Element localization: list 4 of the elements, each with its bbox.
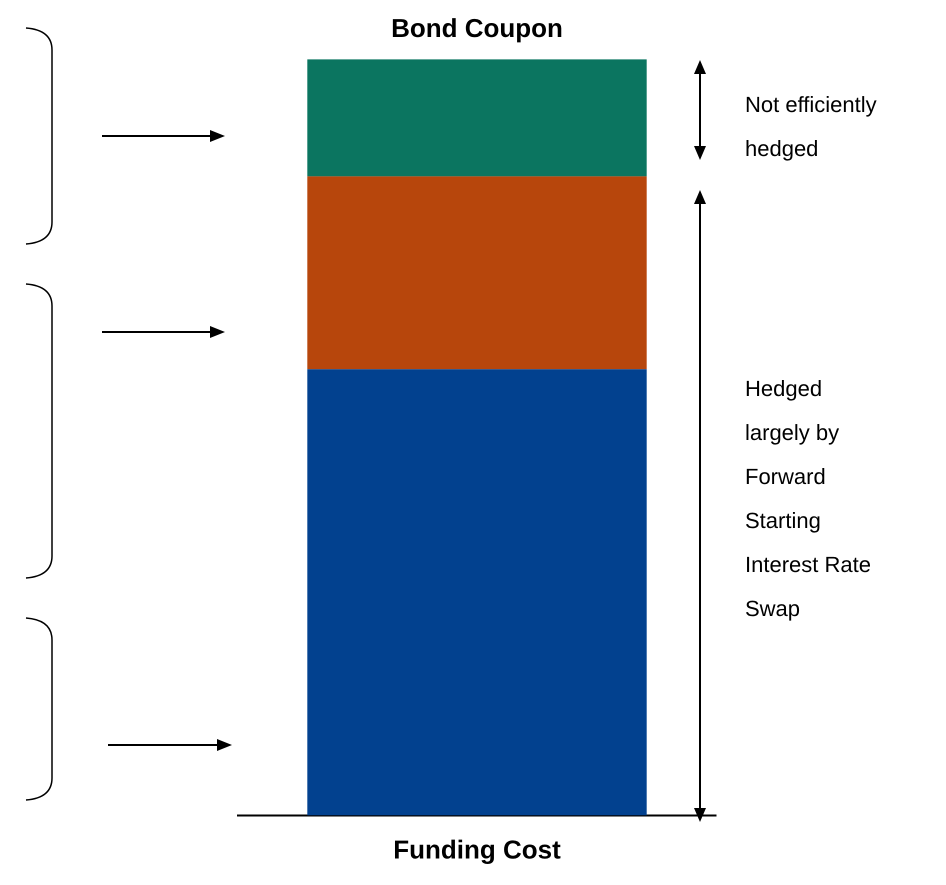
text: Hedged largely by Forward Starting Interest Rate Swap — [745, 376, 871, 622]
x-axis-title: Funding Cost — [393, 834, 562, 865]
chart-title: Bond Coupon — [391, 12, 563, 43]
text: Not efficiently hedged — [745, 92, 877, 162]
